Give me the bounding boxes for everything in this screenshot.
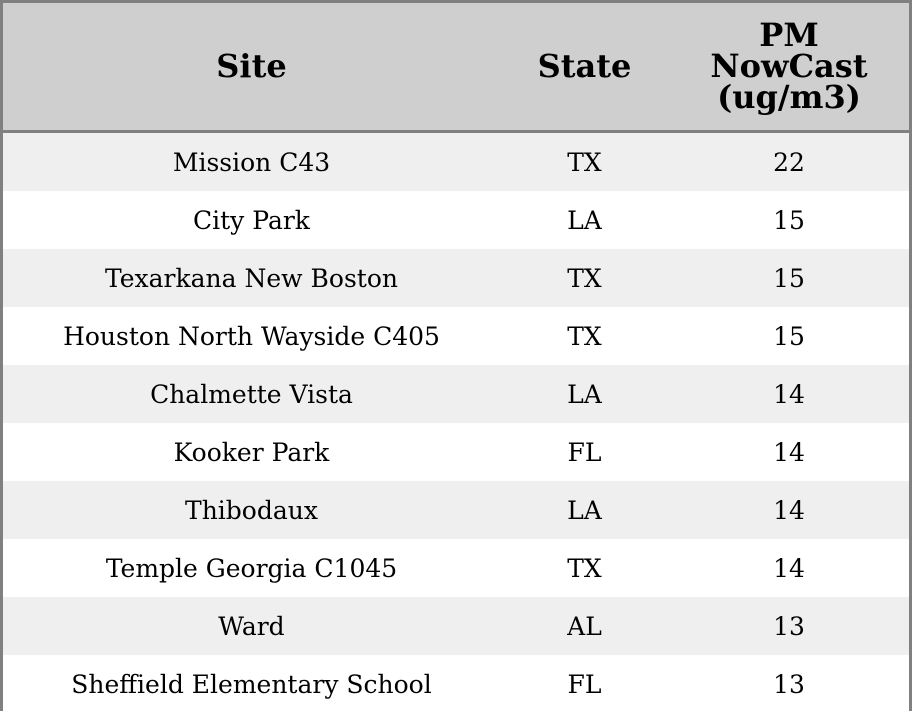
- cell-pm-nowcast: 14: [773, 437, 805, 467]
- table-row: Sheffield Elementary School FL 13: [3, 655, 909, 713]
- table-row: Temple Georgia C1045 TX 14: [3, 539, 909, 597]
- cell-state: LA: [567, 495, 602, 525]
- cell-pm-nowcast: 14: [773, 379, 805, 409]
- table-header: Site State PM NowCast (ug/m3): [3, 3, 909, 133]
- table-row: Kooker Park FL 14: [3, 423, 909, 481]
- cell-site: Sheffield Elementary School: [71, 669, 432, 699]
- cell-site: Houston North Wayside C405: [63, 321, 440, 351]
- cell-state: FL: [567, 669, 602, 699]
- cell-site: Thibodaux: [185, 495, 318, 525]
- cell-pm-nowcast: 22: [773, 147, 805, 177]
- table-row: Ward AL 13: [3, 597, 909, 655]
- table-row: Mission C43 TX 22: [3, 133, 909, 191]
- cell-site: Temple Georgia C1045: [105, 553, 398, 583]
- cell-state: AL: [567, 611, 602, 641]
- cell-pm-nowcast: 14: [773, 495, 805, 525]
- cell-state: LA: [567, 379, 602, 409]
- cell-site: Mission C43: [172, 147, 331, 177]
- cell-site: Chalmette Vista: [150, 379, 353, 409]
- cell-site: Kooker Park: [173, 437, 330, 467]
- cell-pm-nowcast: 14: [773, 553, 805, 583]
- cell-pm-nowcast: 15: [773, 321, 805, 351]
- cell-pm-nowcast: 15: [773, 263, 805, 293]
- table-row: Texarkana New Boston TX 15: [3, 249, 909, 307]
- table-row: Thibodaux LA 14: [3, 481, 909, 539]
- header-pm-line-1: PM: [759, 16, 819, 54]
- table-row: City Park LA 15: [3, 191, 909, 249]
- cell-state: FL: [567, 437, 602, 467]
- table-row: Chalmette Vista LA 14: [3, 365, 909, 423]
- cell-site: Ward: [218, 611, 285, 641]
- cell-pm-nowcast: 13: [773, 669, 805, 699]
- table-body: Mission C43 TX 22 City Park LA 15 Texarkana Ne…: [3, 133, 909, 713]
- cell-state: TX: [567, 553, 602, 583]
- cell-site: City Park: [193, 205, 310, 235]
- header-state: State: [537, 47, 632, 85]
- cell-state: LA: [567, 205, 602, 235]
- cell-state: TX: [567, 263, 602, 293]
- table-row: Houston North Wayside C405 TX 15: [3, 307, 909, 365]
- cell-site: Texarkana New Boston: [105, 263, 398, 293]
- cell-state: TX: [567, 321, 602, 351]
- header-pm-line-2: NowCast: [710, 47, 868, 85]
- cell-pm-nowcast: 15: [773, 205, 805, 235]
- header-pm-nowcast: PM NowCast (ug/m3): [669, 3, 909, 130]
- cell-state: TX: [567, 147, 602, 177]
- header-pm-line-3: (ug/m3): [717, 78, 861, 116]
- header-site: Site: [216, 47, 287, 85]
- cell-pm-nowcast: 13: [773, 611, 805, 641]
